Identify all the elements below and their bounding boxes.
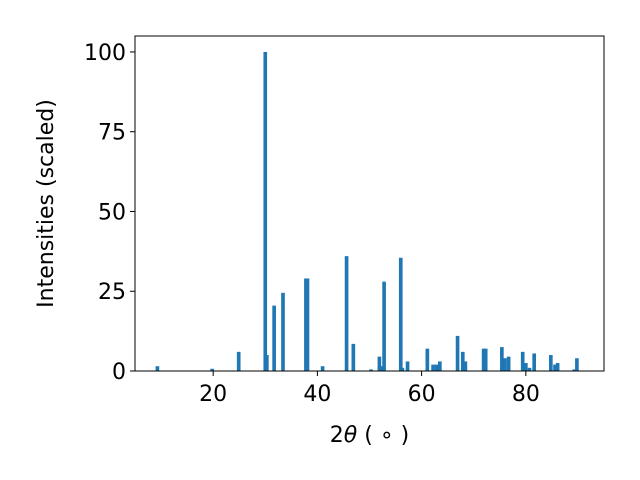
y-tick-label: 50 [98,200,126,225]
bar [455,335,460,371]
y-tick-label: 25 [98,280,126,305]
x-tick-label: 60 [408,382,436,407]
bar [483,348,488,371]
bar [527,367,532,371]
bar [553,364,557,371]
bar [320,366,325,371]
bar [377,356,382,371]
x-tick-label: 40 [303,382,331,407]
y-axis-ticks: 0 25 50 75 100 [84,41,135,385]
bar [400,367,405,371]
bar [506,356,511,371]
bar [379,366,384,371]
bar [572,369,577,371]
bar [210,368,214,371]
plot-frame [134,35,605,372]
bar [265,355,269,371]
bar [431,364,435,371]
bar [575,358,579,371]
bar [520,351,525,371]
bar [555,363,560,371]
bar [524,363,528,371]
bar [281,292,285,371]
bar [438,361,442,371]
bar [463,361,468,371]
bar [549,355,553,371]
y-axis-label: Intensities (scaled) [34,99,59,308]
x-axis-label-prefix: 2 [330,423,344,448]
x-axis-ticks: 20 40 60 80 [199,371,540,407]
bar [405,361,410,371]
bar [500,347,504,371]
bar [305,278,310,371]
bars-group [155,51,579,371]
bar [434,364,439,371]
bar [351,343,356,371]
x-axis-label-suffix: ( ∘ ) [357,423,409,448]
bar [481,348,486,371]
bar [503,358,507,371]
bar [460,351,465,371]
x-tick-label: 20 [199,382,227,407]
bar [344,256,349,371]
y-tick-label: 0 [112,360,126,385]
bar [398,257,403,371]
bar [532,353,536,371]
y-tick-label: 75 [98,121,126,146]
x-axis-label: 2θ ( ∘ ) [330,423,409,448]
bar [425,348,430,371]
x-tick-label: 80 [512,382,540,407]
bar [236,351,241,371]
y-tick-label: 100 [84,41,126,66]
bar [369,369,373,371]
x-axis-label-symbol: θ [344,423,358,448]
bar [382,281,386,371]
bar [263,51,268,371]
bar [272,305,276,371]
bar [155,366,160,371]
